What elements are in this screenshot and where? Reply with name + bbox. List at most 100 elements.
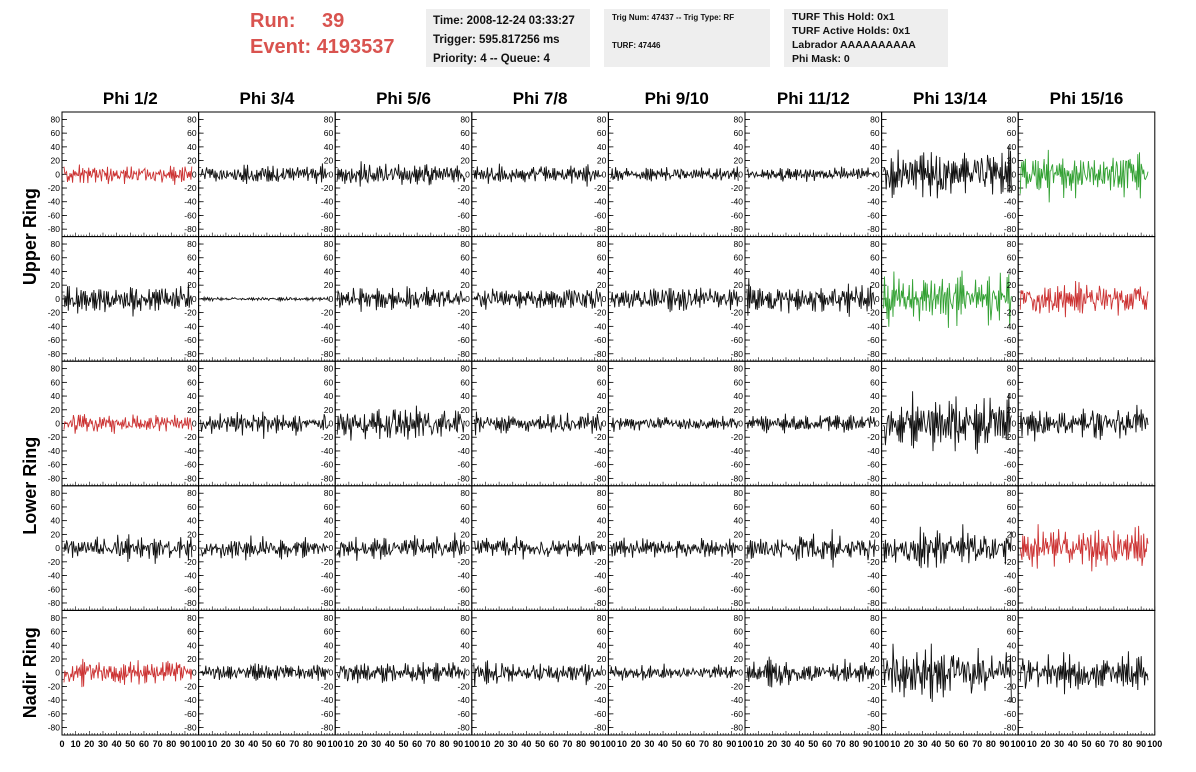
column-header: Phi 5/6 — [376, 89, 431, 108]
y-tick-label: 20 — [51, 405, 61, 415]
y-tick-label: 80 — [187, 114, 197, 124]
x-tick-label: 10 — [1027, 739, 1037, 749]
y-tick-label: -40 — [321, 571, 334, 581]
y-tick-label: 60 — [597, 377, 607, 387]
y-tick-label: -60 — [731, 709, 744, 719]
y-tick-label: 40 — [51, 516, 61, 526]
x-tick-label: 10 — [71, 739, 81, 749]
y-tick-label: 40 — [1007, 391, 1017, 401]
x-tick-label: 100 — [1147, 739, 1162, 749]
y-tick-label: 40 — [597, 391, 607, 401]
y-tick-label: 60 — [187, 502, 197, 512]
panel-frame — [1017, 609, 1156, 736]
y-tick-label: 40 — [324, 142, 334, 152]
y-tick-label: -60 — [731, 335, 744, 345]
y-tick-label: 20 — [597, 529, 607, 539]
waveform-line — [610, 166, 739, 182]
y-tick-label: 80 — [460, 114, 470, 124]
y-tick-label: 20 — [870, 654, 880, 664]
y-tick-label: 0 — [602, 419, 607, 429]
y-tick-label: 40 — [1007, 516, 1017, 526]
y-tick-label: -80 — [594, 598, 607, 608]
y-tick-label: -60 — [458, 709, 471, 719]
y-tick-label: 80 — [187, 239, 197, 249]
y-tick-label: 60 — [324, 627, 334, 637]
y-tick-label: 80 — [597, 114, 607, 124]
x-tick-label: 30 — [644, 739, 654, 749]
y-tick-label: 40 — [1007, 142, 1017, 152]
y-tick-label: -20 — [48, 432, 61, 442]
y-tick-label: -40 — [48, 571, 61, 581]
y-tick-label: -20 — [594, 308, 607, 318]
y-tick-label: -40 — [867, 571, 880, 581]
y-tick-label: 80 — [1007, 114, 1017, 124]
x-tick-label: 10 — [207, 739, 217, 749]
x-tick-label: 50 — [262, 739, 272, 749]
y-tick-label: -80 — [594, 349, 607, 359]
y-tick-label: 80 — [734, 613, 744, 623]
y-tick-label: 80 — [870, 364, 880, 374]
waveform-line — [336, 161, 466, 187]
y-tick-label: -20 — [48, 183, 61, 193]
waveform-line — [336, 405, 466, 441]
y-tick-label: -60 — [48, 210, 61, 220]
waveform-line — [473, 163, 602, 187]
waveform-line — [883, 391, 1012, 454]
y-tick-label: 40 — [51, 640, 61, 650]
y-tick-label: 80 — [597, 239, 607, 249]
y-tick-label: 40 — [734, 516, 744, 526]
y-tick-label: 80 — [51, 239, 61, 249]
y-tick-label: 40 — [734, 142, 744, 152]
x-tick-label: 50 — [808, 739, 818, 749]
y-tick-label: -60 — [48, 460, 61, 470]
y-tick-label: 40 — [187, 640, 197, 650]
y-tick-label: -40 — [48, 695, 61, 705]
y-tick-label: -80 — [184, 473, 197, 483]
y-tick-label: -60 — [458, 335, 471, 345]
y-tick-label: -40 — [1004, 695, 1017, 705]
y-tick-label: 40 — [597, 142, 607, 152]
y-tick-label: 80 — [734, 239, 744, 249]
y-tick-label: 80 — [460, 364, 470, 374]
y-tick-label: 60 — [597, 253, 607, 263]
y-tick-label: -20 — [1004, 432, 1017, 442]
y-tick-label: -20 — [184, 432, 197, 442]
y-tick-label: 0 — [55, 294, 60, 304]
waveform-line — [1019, 149, 1149, 203]
y-tick-label: 60 — [51, 128, 61, 138]
y-tick-label: 60 — [1007, 128, 1017, 138]
x-tick-label: 30 — [1054, 739, 1064, 749]
x-tick-label: 60 — [822, 739, 832, 749]
y-tick-label: -40 — [184, 695, 197, 705]
y-tick-label: 20 — [1007, 156, 1017, 166]
y-tick-label: -80 — [48, 473, 61, 483]
y-tick-label: 80 — [187, 613, 197, 623]
x-tick-label: 60 — [685, 739, 695, 749]
x-tick-label: 20 — [494, 739, 504, 749]
y-tick-label: 20 — [597, 280, 607, 290]
y-tick-label: -80 — [1004, 473, 1017, 483]
y-tick-label: 40 — [597, 516, 607, 526]
y-tick-label: -40 — [184, 197, 197, 207]
y-tick-label: 20 — [324, 405, 334, 415]
y-tick-label: 0 — [875, 668, 880, 678]
y-tick-label: 20 — [734, 405, 744, 415]
x-tick-label: 50 — [398, 739, 408, 749]
y-tick-label: 80 — [1007, 488, 1017, 498]
x-tick-label: 60 — [959, 739, 969, 749]
y-tick-label: 80 — [734, 364, 744, 374]
y-tick-label: 80 — [51, 364, 61, 374]
waveform-line — [883, 643, 1012, 703]
waveform-line — [473, 535, 603, 560]
y-tick-label: 0 — [875, 419, 880, 429]
turf-text: TURF: 47446 — [612, 41, 661, 50]
y-tick-label: 0 — [192, 668, 197, 678]
y-tick-label: -40 — [458, 695, 471, 705]
y-tick-label: 0 — [328, 419, 333, 429]
x-tick-label: 70 — [426, 739, 436, 749]
y-tick-label: -60 — [594, 584, 607, 594]
y-tick-label: -60 — [321, 709, 334, 719]
y-tick-label: 20 — [51, 156, 61, 166]
x-tick-label: 40 — [795, 739, 805, 749]
y-tick-label: -60 — [48, 709, 61, 719]
